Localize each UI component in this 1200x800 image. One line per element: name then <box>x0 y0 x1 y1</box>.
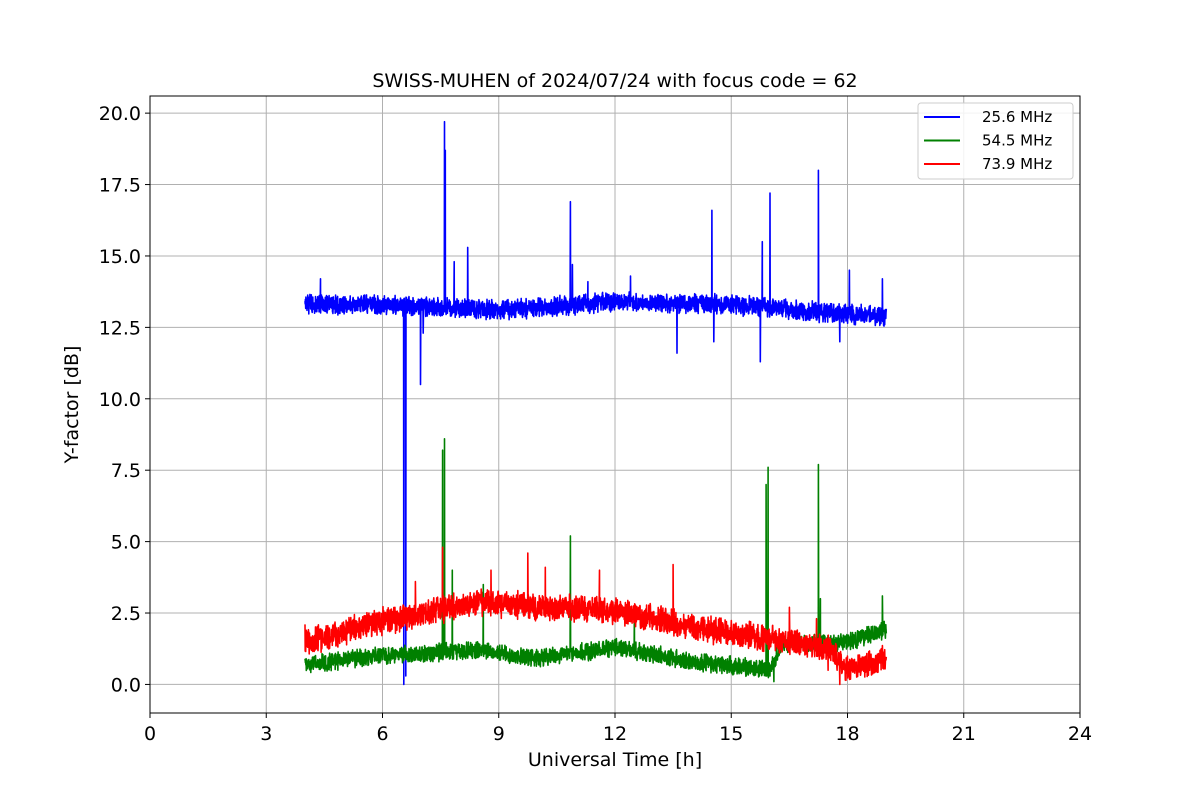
y-axis-label: Y-factor [dB] <box>61 346 83 465</box>
legend-label: 25.6 MHz <box>982 108 1052 126</box>
x-tick-label: 9 <box>493 723 505 745</box>
y-axis: 0.0 2.5 5.0 7.5 10.0 12.5 15.0 17.5 20.0 <box>99 103 150 696</box>
y-tick-label: 12.5 <box>99 317 141 339</box>
legend-box <box>917 102 1074 180</box>
legend-label: 54.5 MHz <box>982 132 1052 150</box>
x-tick-label: 15 <box>719 723 743 745</box>
x-axis: 0 3 6 9 12 15 18 21 24 <box>144 713 1092 745</box>
x-tick-label: 21 <box>952 723 976 745</box>
plot-area <box>304 120 888 686</box>
y-tick-label: 7.5 <box>111 460 141 482</box>
series-line-25-6-mhz <box>304 120 888 686</box>
x-tick-label: 24 <box>1068 723 1092 745</box>
legend-label: 73.9 MHz <box>982 155 1052 173</box>
chart-title: SWISS-MUHEN of 2024/07/24 with focus cod… <box>372 70 857 92</box>
x-tick-label: 0 <box>144 723 156 745</box>
x-tick-label: 6 <box>376 723 388 745</box>
x-tick-label: 18 <box>835 723 859 745</box>
y-tick-label: 5.0 <box>111 532 141 554</box>
x-axis-label: Universal Time [h] <box>528 749 702 771</box>
x-tick-label: 3 <box>260 723 272 745</box>
y-tick-label: 17.5 <box>99 175 141 197</box>
y-tick-label: 2.5 <box>111 603 141 625</box>
y-tick-label: 0.0 <box>111 674 141 696</box>
y-tick-label: 15.0 <box>99 246 141 268</box>
legend: 25.6 MHz 54.5 MHz 73.9 MHz <box>917 102 1074 180</box>
y-tick-label: 10.0 <box>99 389 141 411</box>
series-line-73-9-mhz <box>304 546 888 686</box>
y-tick-label: 20.0 <box>99 103 141 125</box>
x-tick-label: 12 <box>603 723 627 745</box>
